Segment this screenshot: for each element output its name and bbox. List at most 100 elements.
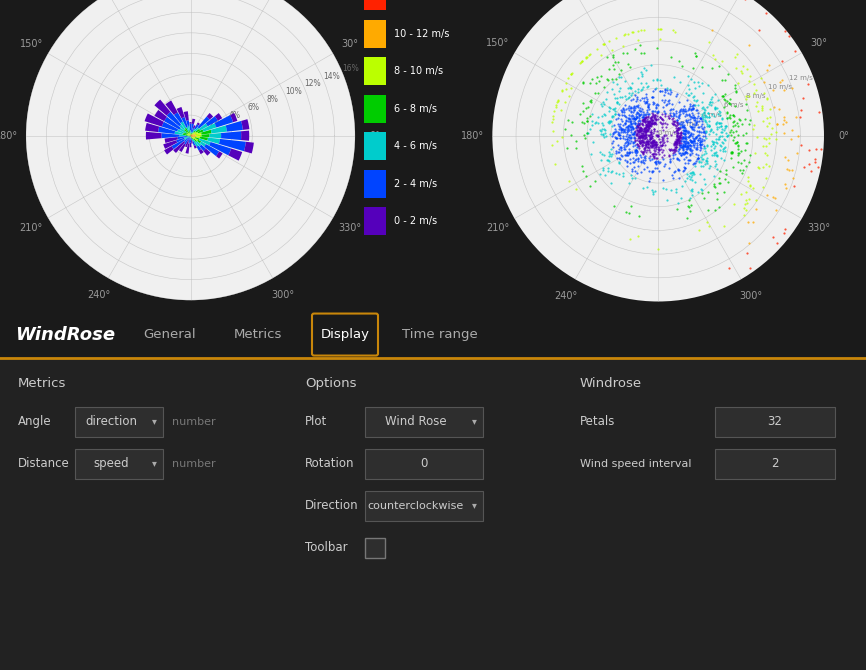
Point: [716, 137, 730, 148]
Point: [676, 147, 690, 158]
Point: [696, 149, 710, 159]
Point: [638, 143, 652, 153]
Point: [669, 139, 682, 149]
Bar: [241, 119, 249, 130]
Point: [669, 123, 682, 134]
Point: [684, 136, 698, 147]
Point: [685, 121, 699, 132]
Bar: [197, 145, 201, 151]
Point: [609, 113, 623, 124]
Point: [623, 121, 637, 131]
Point: [643, 132, 657, 143]
Point: [638, 127, 652, 138]
Point: [641, 81, 655, 92]
Point: [640, 97, 654, 108]
Bar: [192, 141, 196, 145]
Point: [653, 137, 667, 147]
Bar: [191, 136, 192, 137]
Point: [648, 117, 662, 128]
Point: [629, 148, 643, 159]
Point: [720, 112, 734, 123]
Point: [613, 133, 627, 143]
Point: [718, 145, 732, 156]
Point: [694, 140, 708, 151]
Point: [660, 133, 674, 144]
Text: ▾: ▾: [472, 417, 476, 427]
Point: [646, 118, 660, 129]
Point: [575, 161, 589, 172]
Point: [645, 117, 659, 128]
Bar: [202, 134, 210, 137]
Point: [558, 97, 572, 108]
Point: [620, 122, 634, 133]
Point: [631, 127, 645, 138]
Point: [674, 140, 688, 151]
Point: [617, 125, 630, 135]
FancyBboxPatch shape: [715, 407, 835, 437]
Point: [628, 44, 642, 55]
Point: [739, 94, 753, 105]
Point: [669, 141, 682, 152]
Point: [683, 140, 697, 151]
Point: [706, 139, 720, 149]
Point: [611, 139, 625, 150]
Point: [626, 157, 640, 168]
Point: [656, 174, 670, 185]
Point: [615, 106, 629, 117]
Point: [678, 158, 692, 169]
Point: [593, 125, 607, 135]
Point: [663, 103, 677, 114]
Point: [649, 139, 662, 150]
Point: [658, 107, 672, 118]
Point: [644, 165, 658, 176]
Point: [628, 132, 642, 143]
Point: [719, 89, 733, 100]
Point: [651, 107, 665, 117]
Point: [627, 127, 641, 138]
Point: [743, 115, 757, 126]
Point: [670, 134, 684, 145]
Point: [620, 134, 634, 145]
Bar: [364, 208, 385, 235]
Point: [631, 116, 645, 127]
Point: [581, 102, 595, 113]
Point: [597, 98, 611, 109]
Point: [577, 77, 591, 88]
Point: [669, 137, 682, 147]
Point: [622, 120, 636, 131]
Point: [546, 125, 559, 136]
Point: [640, 134, 654, 145]
Point: [661, 82, 675, 93]
Point: [643, 133, 657, 143]
Point: [725, 147, 739, 158]
Point: [728, 126, 742, 137]
Point: [674, 133, 688, 144]
Point: [639, 132, 653, 143]
Point: [797, 92, 811, 103]
Point: [630, 124, 643, 135]
Text: ▾: ▾: [152, 458, 157, 468]
Point: [618, 99, 632, 110]
Bar: [190, 138, 191, 143]
Point: [597, 39, 611, 50]
Point: [695, 103, 709, 113]
Point: [682, 103, 695, 114]
Point: [695, 149, 709, 160]
Point: [667, 72, 681, 82]
Point: [721, 95, 734, 106]
Point: [642, 120, 656, 131]
Point: [754, 73, 768, 84]
Point: [645, 149, 659, 159]
Point: [719, 169, 733, 180]
Point: [675, 141, 688, 152]
Point: [711, 134, 725, 145]
Point: [639, 125, 653, 135]
Point: [690, 137, 704, 148]
Point: [727, 110, 740, 121]
Text: Metrics: Metrics: [18, 377, 67, 389]
Point: [767, 102, 781, 113]
Bar: [200, 137, 208, 141]
Point: [633, 122, 647, 133]
Point: [697, 193, 711, 204]
Point: [688, 117, 702, 128]
